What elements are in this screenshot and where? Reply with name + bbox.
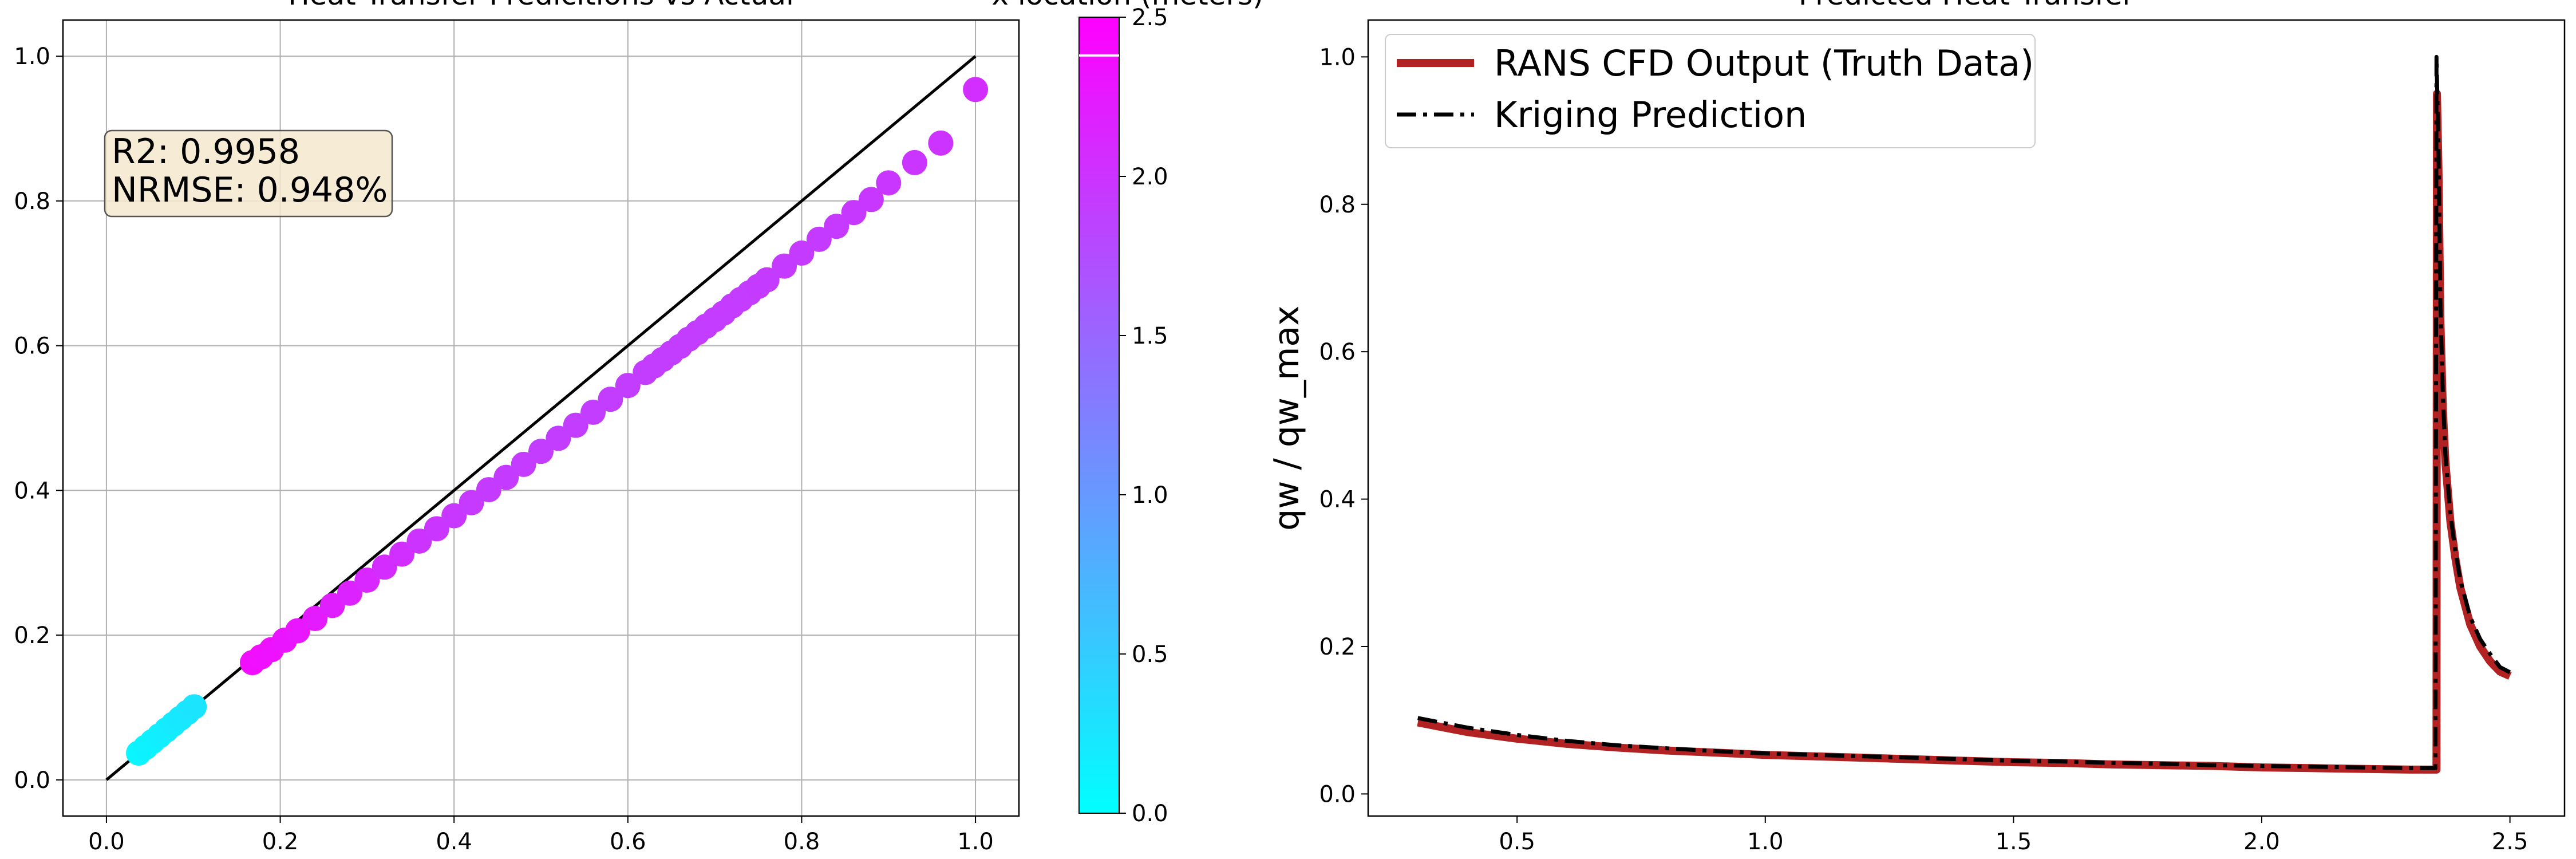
- scatter-point: [902, 149, 927, 175]
- line-chart-title: Predicted Heat Transfer: [1799, 0, 2135, 11]
- legend-label-kriging: Kriging Prediction: [1494, 94, 1807, 136]
- scatter-point: [389, 541, 415, 567]
- line-chart: Predicted Heat Transfer 0.51.01.52.02.50…: [1267, 0, 2566, 855]
- y-tick-label: 0.4: [14, 478, 50, 504]
- scatter-point: [963, 77, 989, 103]
- x-tick-label: 1.0: [957, 829, 994, 855]
- scatter-point: [476, 477, 501, 503]
- scatter-point: [528, 439, 554, 464]
- scatter-point: [424, 516, 449, 542]
- scatter-plot-frame: [62, 19, 1020, 817]
- colorbar: x location (meters) 0.0 0.5 1.0 1.5 2.0 2.5: [991, 0, 1263, 827]
- colorbar-tick-label: 1.5: [1132, 323, 1168, 349]
- metrics-box: [104, 129, 393, 218]
- line-plot-frame: [1367, 19, 2566, 817]
- colorbar-tick-label: 2.0: [1132, 164, 1168, 190]
- y-tick-label: 0.0: [1319, 781, 1356, 807]
- y-tick-label: 1.0: [14, 44, 50, 70]
- scatter-point: [563, 412, 588, 438]
- rans-cfd-line: [1417, 89, 2512, 774]
- scatter-point: [459, 490, 484, 515]
- colorbar-gradient: [1078, 17, 1120, 814]
- x-tick-label: 0.5: [1499, 829, 1535, 855]
- y-axis-label: qw / qw_max: [1267, 305, 1307, 530]
- scatter-points: [126, 77, 989, 766]
- scatter-point: [598, 387, 623, 412]
- x-tick-label: 1.5: [1996, 829, 2032, 855]
- scatter-point: [754, 267, 780, 293]
- scatter-point: [858, 187, 884, 212]
- r2-label: R2: 0.9958: [112, 132, 300, 172]
- x-tick-label: 0.2: [262, 829, 299, 855]
- y-tick-label: 0.4: [1319, 487, 1356, 513]
- scatter-point: [372, 554, 397, 580]
- x-tick-label: 0.6: [610, 829, 646, 855]
- scatter-point: [511, 451, 536, 477]
- colorbar-ticks: 0.0 0.5 1.0 1.5 2.0 2.5: [1119, 5, 1168, 827]
- scatter-point: [406, 528, 432, 554]
- x-tick-label: 0.4: [436, 829, 472, 855]
- y-tick-label: 0.2: [1319, 634, 1356, 660]
- scatter-point: [319, 593, 345, 618]
- scatter-point: [181, 694, 207, 720]
- y-tick-label: 0.6: [1319, 339, 1356, 365]
- x-tick-label: 2.5: [2492, 829, 2528, 855]
- colorbar-label: x location (meters): [991, 0, 1263, 11]
- y-tick-label: 0.6: [14, 333, 50, 360]
- scatter-point: [354, 568, 380, 593]
- x-tick-label: 0.8: [784, 829, 820, 855]
- colorbar-tick-label: 1.0: [1132, 482, 1168, 509]
- scatter-point: [285, 618, 310, 644]
- x-tick-label: 0.0: [88, 829, 125, 855]
- scatter-point: [615, 373, 641, 399]
- scatter-point: [772, 253, 797, 279]
- colorbar-tick-label: 2.5: [1132, 5, 1168, 31]
- scatter-point: [337, 580, 362, 606]
- line-series: [1417, 54, 2512, 774]
- scatter-point: [841, 200, 867, 226]
- scatter-ticks: 0.0 0.2 0.4 0.6 0.8 1.0 0.0 0.2 0.4 0.6 0.8 1.0: [14, 44, 994, 855]
- legend: RANS CFD Output (Truth Data) Kriging Pre…: [1385, 34, 2036, 148]
- scatter-point: [876, 170, 902, 196]
- scatter-chart-title: Heat Transfer Predicitions vs Actual: [288, 0, 794, 11]
- scatter-chart: Heat Transfer Predicitions vs Actual 0.0…: [14, 0, 1020, 855]
- x-tick-label: 1.0: [1747, 829, 1784, 855]
- kriging-line: [1417, 54, 2511, 770]
- nrmse-label: NRMSE: 0.948%: [112, 170, 388, 210]
- legend-label-rans: RANS CFD Output (Truth Data): [1494, 42, 2034, 84]
- x-tick-label: 2.0: [2243, 829, 2280, 855]
- scatter-point: [441, 503, 467, 529]
- scatter-point: [789, 240, 815, 266]
- scatter-point: [806, 226, 832, 252]
- scatter-point: [928, 130, 954, 156]
- y-tick-label: 0.0: [14, 767, 50, 794]
- colorbar-tick-label: 0.0: [1132, 801, 1168, 827]
- scatter-point: [824, 214, 850, 239]
- line-ticks: 0.5 1.0 1.5 2.0 2.5 0.0 0.2 0.4 0.6 0.8 1.0: [1319, 44, 2528, 855]
- scatter-point: [546, 425, 571, 451]
- legend-box: [1385, 34, 2036, 148]
- y-tick-label: 0.8: [14, 188, 50, 215]
- scatter-point: [493, 464, 519, 490]
- metrics-annotation: R2: 0.9958 NRMSE: 0.948%: [104, 129, 393, 218]
- y-tick-label: 0.2: [14, 622, 50, 649]
- y-tick-label: 1.0: [1319, 44, 1356, 70]
- colorbar-tick-label: 0.5: [1132, 641, 1168, 668]
- scatter-point: [302, 606, 328, 632]
- y-tick-label: 0.8: [1319, 192, 1356, 218]
- scatter-point: [580, 399, 606, 425]
